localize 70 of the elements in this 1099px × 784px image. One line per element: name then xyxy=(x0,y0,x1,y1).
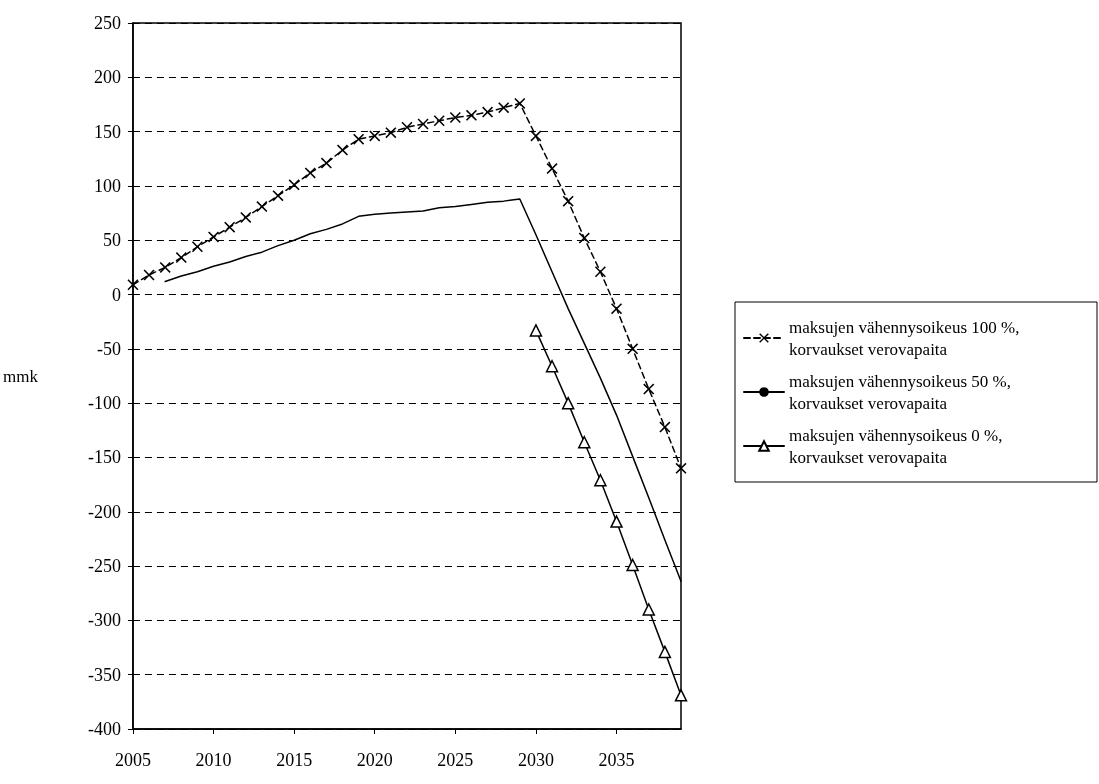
point xyxy=(417,118,429,130)
point xyxy=(545,359,559,373)
point xyxy=(224,221,236,233)
point xyxy=(642,603,656,616)
point xyxy=(191,241,203,253)
x-tick-label: 2010 xyxy=(195,750,232,770)
point xyxy=(658,645,672,659)
x-tick-label: 2015 xyxy=(276,750,313,770)
y-tick-label: -200 xyxy=(87,501,121,522)
point xyxy=(240,211,252,223)
point xyxy=(514,97,526,109)
point xyxy=(320,157,332,169)
point xyxy=(482,106,494,118)
point xyxy=(385,127,397,139)
x-tick-label: 2025 xyxy=(437,750,474,770)
point xyxy=(627,343,639,355)
point xyxy=(353,133,365,145)
x-tick-label: 2035 xyxy=(598,750,635,770)
point xyxy=(159,261,171,273)
point xyxy=(465,109,477,121)
point xyxy=(610,515,623,528)
point xyxy=(288,179,300,191)
point xyxy=(626,558,639,572)
point xyxy=(530,130,542,142)
y-tick-label: -100 xyxy=(87,393,121,414)
point xyxy=(256,201,268,213)
point xyxy=(127,279,139,291)
point xyxy=(369,130,381,142)
point xyxy=(272,190,284,202)
legend-label: maksujen vähennysoikeus 50 %, korvaukset verovapaita xyxy=(789,371,1016,413)
y-tick-label: -350 xyxy=(87,664,121,685)
y-tick-label: 0 xyxy=(111,284,121,305)
y-tick-label: 200 xyxy=(93,67,121,88)
point xyxy=(643,383,655,395)
point xyxy=(529,324,543,337)
legend-label: maksujen vähennysoikeus 0 %, korvaukset verovapaita xyxy=(789,425,1007,467)
point xyxy=(674,689,688,702)
y-tick-label: -400 xyxy=(87,719,121,739)
y-tick-label: 150 xyxy=(93,121,121,142)
x-tick-label: 2030 xyxy=(517,750,554,770)
y-tick-label: 50 xyxy=(102,230,121,251)
y-tick-label: 100 xyxy=(93,175,121,196)
y-tick-label: -250 xyxy=(87,556,121,577)
point xyxy=(611,303,623,315)
point xyxy=(659,421,671,433)
point xyxy=(449,112,461,123)
y-tick-label: 250 xyxy=(93,13,121,33)
point xyxy=(433,115,445,127)
point xyxy=(498,102,510,114)
point xyxy=(675,462,687,474)
point xyxy=(401,121,413,133)
point xyxy=(337,144,348,156)
y-tick-label: -150 xyxy=(87,447,121,468)
point xyxy=(546,163,558,175)
point xyxy=(594,474,607,487)
legend-label: maksujen vähennysoikeus 100 %, korvaukset verovapaita xyxy=(789,317,1024,359)
point xyxy=(594,266,606,278)
point xyxy=(561,396,575,410)
point xyxy=(578,232,590,244)
point xyxy=(578,436,591,449)
x-tick-label: 2020 xyxy=(356,750,393,770)
point xyxy=(208,231,220,243)
y-tick-label: -300 xyxy=(87,610,121,631)
point xyxy=(304,167,316,179)
point xyxy=(143,269,155,281)
y-tick-label: -50 xyxy=(96,338,121,359)
x-tick-label: 2005 xyxy=(114,750,151,770)
point xyxy=(562,195,574,207)
point xyxy=(175,252,187,264)
y-axis-title: mmk xyxy=(2,366,39,386)
